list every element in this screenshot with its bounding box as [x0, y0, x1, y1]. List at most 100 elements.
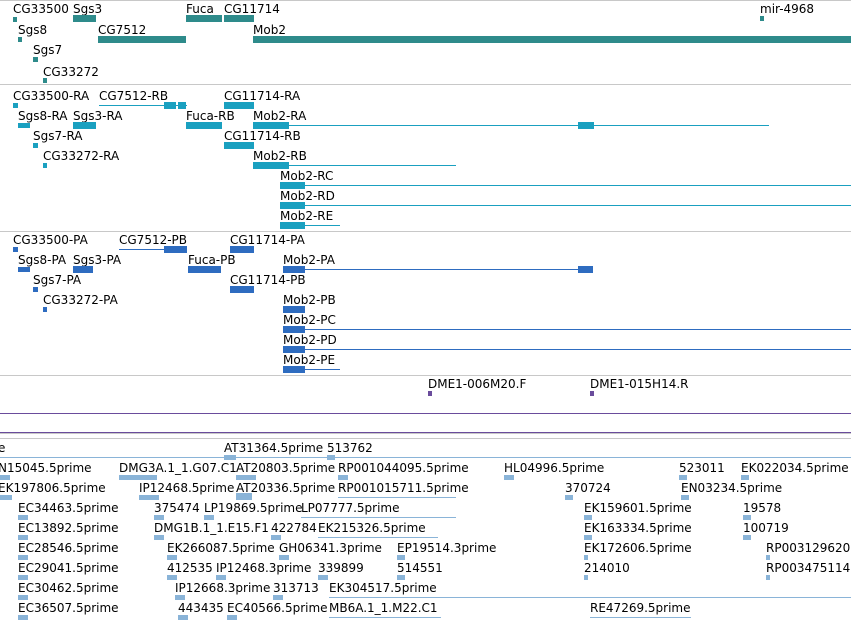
clone-label[interactable]: DME1-006M20.F	[428, 377, 527, 391]
est-label[interactable]: EC36507.5prime	[18, 601, 119, 615]
est-label[interactable]: AT20803.5prime	[236, 461, 336, 475]
est-glyph[interactable]	[0, 495, 12, 500]
est-label[interactable]: EK304517.5prime	[329, 581, 437, 595]
est-label[interactable]: 19578	[743, 501, 782, 515]
est-label[interactable]: EK197806.5prime	[0, 481, 106, 495]
gene-glyph[interactable]	[253, 36, 851, 43]
est-label[interactable]: RP001015711.5prime	[338, 481, 469, 495]
est-label[interactable]: e	[0, 441, 6, 455]
est-glyph[interactable]	[504, 475, 514, 480]
gene-glyph[interactable]	[33, 57, 38, 62]
gene-glyph[interactable]	[43, 78, 47, 83]
protein-label[interactable]: Mob2-PC	[283, 313, 336, 327]
exon-block[interactable]	[224, 142, 254, 149]
est-glyph[interactable]	[565, 495, 573, 500]
est-label[interactable]: 339899	[318, 561, 364, 575]
gene-label[interactable]: Sgs3	[73, 2, 103, 16]
exon-block[interactable]	[230, 286, 254, 293]
transcript-label[interactable]: Mob2-RC	[280, 169, 334, 183]
gene-label[interactable]: CG33272	[43, 65, 99, 79]
est-label[interactable]: EC13892.5prime	[18, 521, 119, 535]
est-glyph[interactable]	[236, 475, 256, 480]
protein-glyph[interactable]	[18, 267, 30, 272]
gene-glyph[interactable]	[18, 37, 22, 42]
protein-label[interactable]: Sgs7-PA	[33, 273, 82, 287]
est-glyph[interactable]	[397, 575, 405, 580]
transcript-label[interactable]: Mob2-RD	[280, 189, 335, 203]
exon-block[interactable]	[280, 222, 305, 229]
est-glyph[interactable]	[338, 475, 348, 480]
est-label[interactable]: 370724	[565, 481, 611, 495]
gene-label[interactable]: Sgs7	[33, 43, 63, 57]
protein-label[interactable]: Mob2-PE	[283, 353, 336, 367]
est-glyph[interactable]	[18, 575, 28, 580]
exon-block[interactable]	[224, 102, 254, 109]
est-label[interactable]: AT31364.5prime	[224, 441, 324, 455]
protein-label[interactable]: CG11714-PA	[230, 233, 305, 247]
est-glyph[interactable]	[397, 555, 405, 560]
est-glyph[interactable]	[224, 455, 236, 460]
est-label[interactable]: 412535	[167, 561, 213, 575]
est-glyph[interactable]	[18, 515, 28, 520]
gene-label[interactable]: Mob2	[253, 23, 286, 37]
est-glyph[interactable]	[584, 575, 588, 580]
clone-label[interactable]: DME1-015H14.R	[590, 377, 689, 391]
est-glyph[interactable]	[154, 515, 164, 520]
protein-label[interactable]: Mob2-PD	[283, 333, 337, 347]
protein-label[interactable]: Sgs8-PA	[18, 253, 67, 267]
est-glyph[interactable]	[167, 555, 177, 560]
exon-block[interactable]	[178, 102, 186, 109]
est-glyph[interactable]	[584, 555, 588, 560]
est-glyph[interactable]	[681, 495, 689, 500]
exon-block[interactable]	[230, 246, 254, 253]
exon-block[interactable]	[578, 122, 594, 129]
gene-label[interactable]: CG7512	[98, 23, 147, 37]
est-label[interactable]: EP19514.3prime	[397, 541, 497, 555]
est-glyph[interactable]	[271, 535, 281, 540]
clone-glyph[interactable]	[428, 391, 432, 396]
est-label[interactable]: EC28546.5prime	[18, 541, 119, 555]
est-label[interactable]: EK163334.5prime	[584, 521, 692, 535]
est-label[interactable]: EK215326.5prime	[318, 521, 426, 535]
est-glyph[interactable]	[204, 515, 214, 520]
exon-block[interactable]	[73, 266, 93, 273]
est-glyph[interactable]	[167, 575, 177, 580]
est-label[interactable]: RE47269.5prime	[590, 601, 691, 615]
est-glyph[interactable]	[766, 555, 770, 560]
transcript-label[interactable]: Fuca-RB	[186, 109, 235, 123]
est-label[interactable]: 523011	[679, 461, 725, 475]
protein-label[interactable]: CG7512-PB	[119, 233, 188, 247]
est-label[interactable]: EC30462.5prime	[18, 581, 119, 595]
protein-label[interactable]: CG33500-PA	[13, 233, 88, 247]
exon-block[interactable]	[253, 122, 289, 129]
est-glyph[interactable]	[18, 615, 28, 620]
transcript-label[interactable]: CG7512-RB	[99, 89, 169, 103]
est-label[interactable]: 422784	[271, 521, 317, 535]
protein-label[interactable]: CG33272-PA	[43, 293, 118, 307]
est-label[interactable]: MB6A.1_1.M22.C1	[329, 601, 438, 615]
est-label[interactable]: 100719	[743, 521, 789, 535]
est-glyph[interactable]	[743, 515, 751, 520]
est-glyph[interactable]	[139, 495, 159, 500]
est-label[interactable]: EK266087.5prime	[167, 541, 275, 555]
gene-glyph[interactable]	[98, 36, 186, 43]
est-label[interactable]: EC29041.5prime	[18, 561, 119, 575]
gene-label[interactable]: mir-4968	[760, 2, 815, 16]
exon-block[interactable]	[253, 162, 289, 169]
est-label[interactable]: IP12468.5prime	[139, 481, 235, 495]
est-label[interactable]: GH06341.3prime	[279, 541, 382, 555]
est-glyph[interactable]	[216, 575, 226, 580]
est-label[interactable]: IP12668.3prime	[175, 581, 271, 595]
est-label[interactable]: EK022034.5prime	[741, 461, 849, 475]
transcript-label[interactable]: CG33272-RA	[43, 149, 120, 163]
est-glyph[interactable]	[236, 493, 252, 500]
transcript-glyph[interactable]	[33, 143, 38, 148]
est-label[interactable]: DMG1B.1_1.E15.F1	[154, 521, 269, 535]
est-glyph[interactable]	[679, 475, 687, 480]
est-label[interactable]: RP003475114	[766, 561, 851, 575]
gene-label[interactable]: Sgs8	[18, 23, 48, 37]
est-label[interactable]: 513762	[327, 441, 373, 455]
est-label[interactable]: EN03234.5prime	[681, 481, 783, 495]
est-label[interactable]: 375474	[154, 501, 200, 515]
est-glyph[interactable]	[18, 555, 28, 560]
